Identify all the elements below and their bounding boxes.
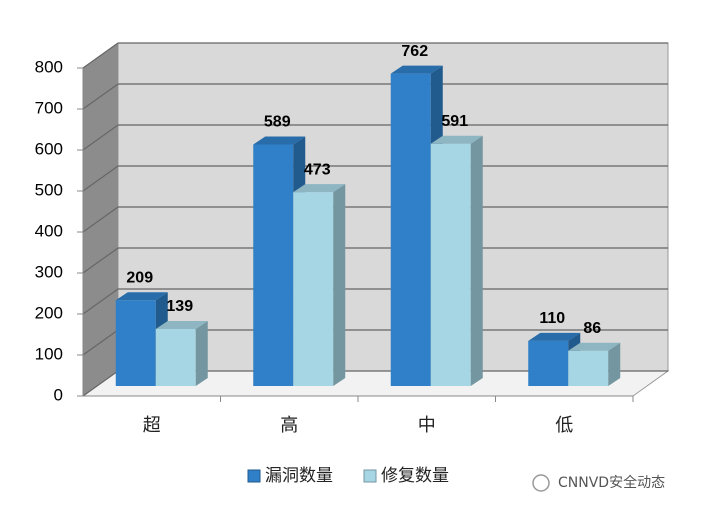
bar-top [293,184,346,193]
x-tick-label: 低 [555,415,573,436]
bar-front [293,192,334,386]
y-tick-label: 200 [35,303,63,322]
legend-label: 漏洞数量 [265,466,333,486]
bar-front [568,350,609,386]
bar-top [253,136,306,145]
bar-front [253,144,294,386]
bar-side [470,135,483,386]
y-tick-label: 600 [35,139,63,158]
grid-line-side [82,83,119,110]
x-tick-label: 超 [143,415,161,436]
x-tick-label: 中 [418,415,436,436]
grid-line-side [82,247,119,274]
bar-top [528,332,581,341]
y-tick-label: 400 [35,221,63,240]
bar [293,184,346,386]
value-label: 86 [583,320,601,337]
bar [155,321,208,386]
y-tick-label: 0 [54,385,63,404]
y-tick-label: 500 [35,180,63,199]
legend-label: 修复数量 [381,466,449,486]
value-label: 209 [126,270,153,287]
bar [568,342,621,386]
value-label: 589 [264,114,291,131]
grid-line-side [82,124,119,151]
grid-line-side [82,329,119,356]
y-tick-label: 800 [35,57,63,76]
bar-front [430,143,471,386]
watermark-icon [532,474,550,492]
bar-top [115,292,168,301]
grid-line-side [82,42,119,69]
bar-front [528,340,569,386]
bar-top [390,65,443,74]
x-tick-label: 高 [280,415,298,436]
y-tick-label: 700 [35,98,63,117]
grid-line-side [82,370,119,397]
grid-line-side [82,288,119,315]
bar-front [155,329,196,386]
value-label: 139 [166,298,193,315]
bar-side [333,184,346,386]
bar [430,135,483,386]
value-label: 591 [441,113,468,130]
y-tick-label: 300 [35,262,63,281]
grid-line-side [82,165,119,192]
grid-line-side [82,206,119,233]
bar-top [430,135,483,144]
value-label: 762 [401,43,428,60]
value-label: 110 [539,310,565,327]
bar-front [390,73,431,386]
y-tick-label: 100 [35,344,63,363]
bar-side [195,321,208,386]
bar-side [608,342,621,386]
bar-front [115,300,156,386]
legend-swatch [363,469,377,483]
bar-top [568,342,621,351]
watermark: CNNVD安全动态 [558,474,665,491]
value-label: 473 [304,161,331,178]
legend-swatch [247,469,261,483]
bar-top [155,321,208,330]
